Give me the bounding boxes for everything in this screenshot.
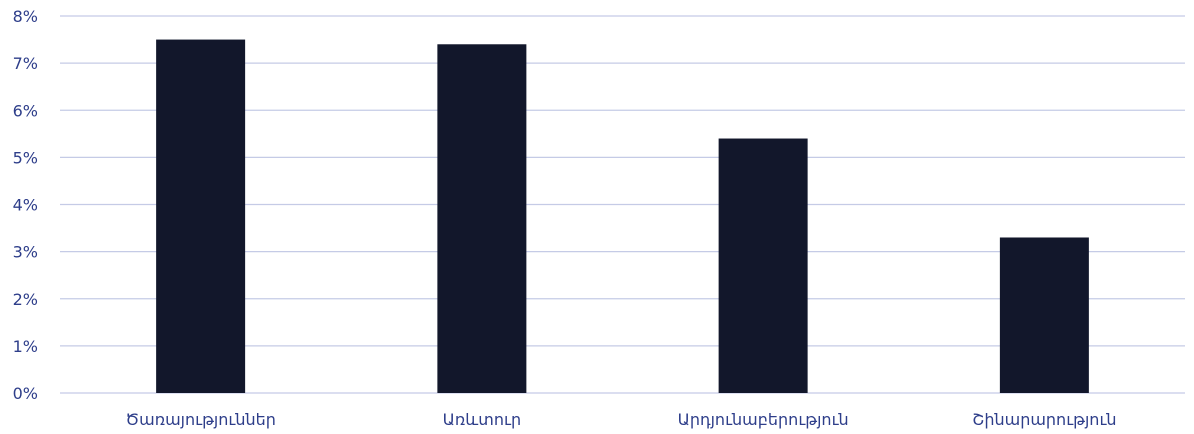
bars [156, 39, 1089, 394]
y-tick-label: 3% [13, 243, 38, 262]
bar [437, 44, 527, 394]
gridlines [60, 15, 1185, 394]
y-tick-label: 8% [13, 7, 38, 26]
y-tick-label: 7% [13, 54, 38, 73]
y-axis-tick-labels: 0% 1% 2% 3% 4% 5% 6% 7% 8% [13, 7, 38, 403]
bar [718, 138, 808, 393]
y-tick-label: 4% [13, 196, 38, 215]
y-tick-label: 2% [13, 290, 38, 309]
y-tick-label: 5% [13, 148, 38, 167]
y-tick-label: 1% [13, 337, 38, 356]
y-tick-label: 6% [13, 101, 38, 120]
x-category-label: Ծառայություններ [125, 410, 276, 429]
x-axis-category-labels: Ծառայություններ Առևտուր Արդյունաբերություն… [125, 410, 1116, 429]
x-category-label: Առևտուր [443, 410, 521, 429]
x-category-label: Շինարարություն [972, 410, 1116, 429]
x-category-label: Արդյունաբերություն [678, 410, 849, 429]
bar [156, 39, 246, 393]
y-tick-label: 0% [13, 384, 38, 403]
bar [999, 237, 1089, 393]
